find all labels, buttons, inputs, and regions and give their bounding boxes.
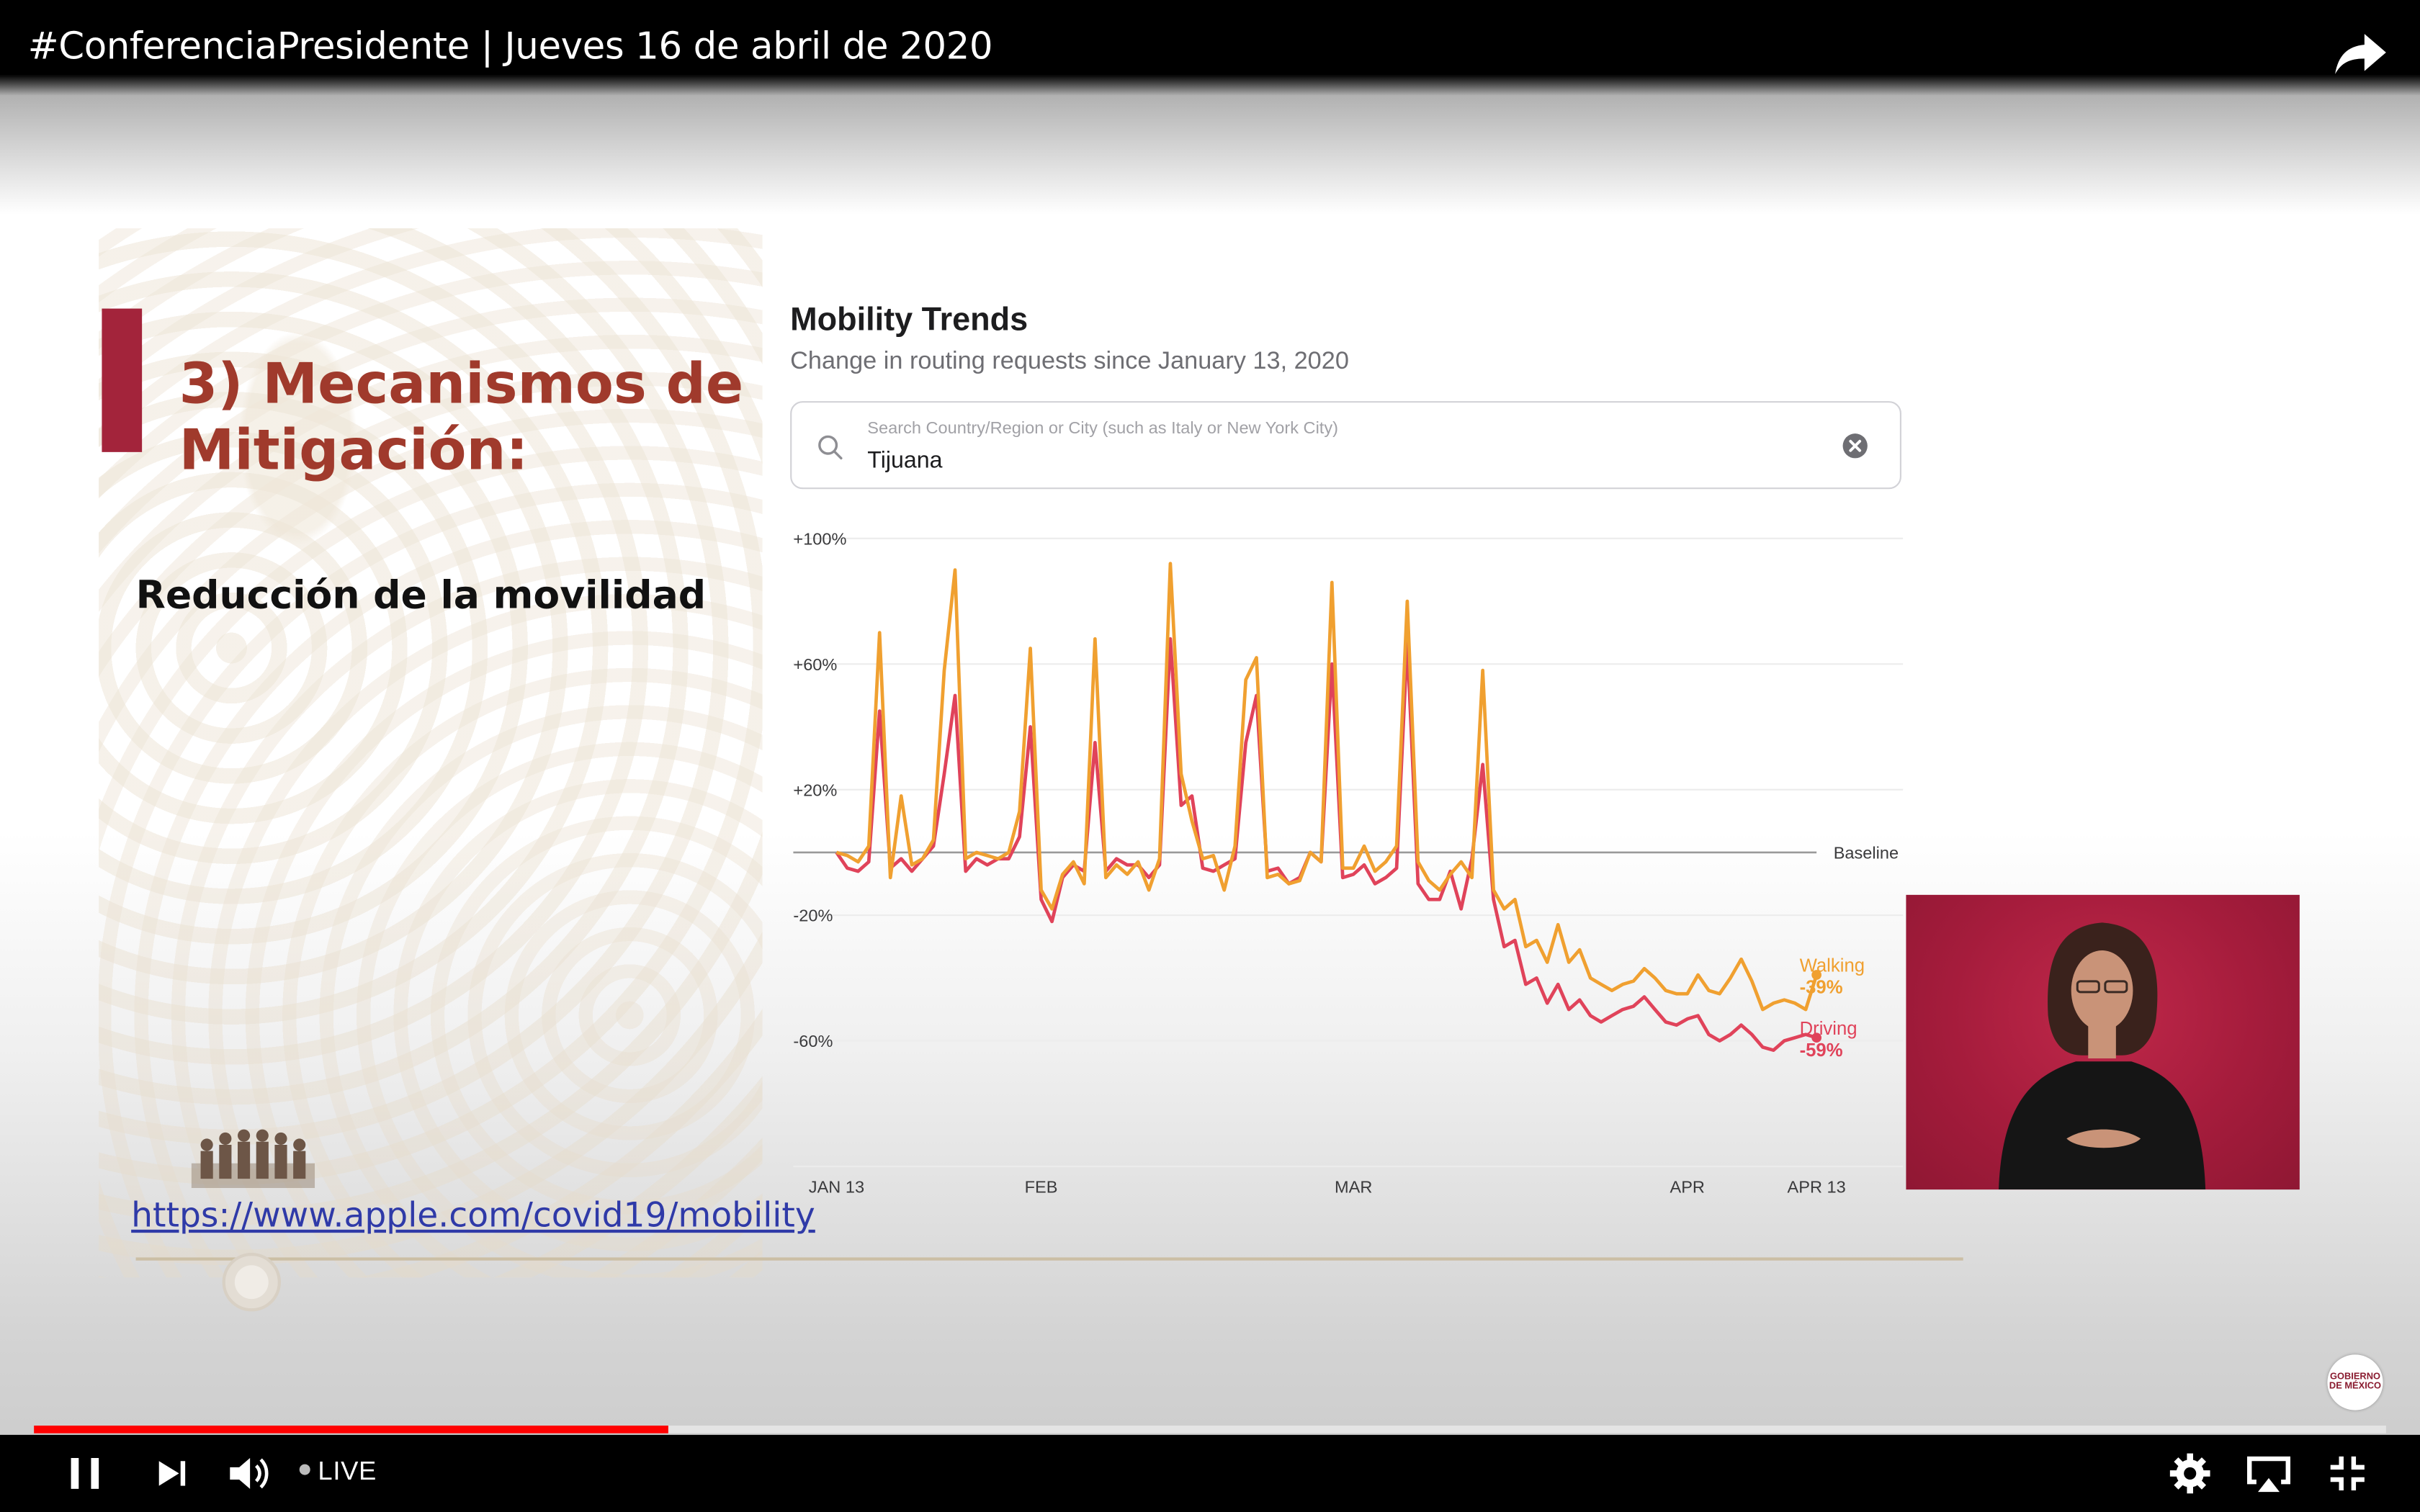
y-tick-label: +100% bbox=[793, 529, 846, 548]
y-tick-label: +60% bbox=[793, 655, 837, 674]
sign-language-interpreter-video bbox=[1906, 894, 2300, 1190]
exit-fullscreen-icon[interactable] bbox=[2324, 1450, 2370, 1496]
volume-icon[interactable] bbox=[224, 1450, 270, 1496]
top-gradient-overlay bbox=[0, 76, 2420, 215]
airplay-icon[interactable] bbox=[2243, 1450, 2295, 1496]
progress-bar-played bbox=[34, 1425, 669, 1434]
player-controls: LIVE bbox=[0, 1434, 2420, 1512]
next-icon[interactable] bbox=[150, 1450, 196, 1496]
y-tick-label: -60% bbox=[793, 1032, 833, 1050]
slide-accent-bar bbox=[102, 308, 143, 452]
mobility-chart: +100% +60% +20% -20% -60% Baseline JAN 13 FEB MA… bbox=[793, 529, 1904, 1196]
x-tick-label: MAR bbox=[1335, 1177, 1372, 1196]
walking-value-label: -39% bbox=[1800, 978, 1843, 998]
pause-icon[interactable] bbox=[62, 1450, 108, 1496]
interpreter-figure-icon bbox=[1999, 922, 2206, 1190]
search-input[interactable]: Tijuana bbox=[867, 447, 943, 474]
live-dot bbox=[299, 1464, 310, 1475]
logo-text: GOBIERNO DE MÉXICO bbox=[2329, 1373, 2382, 1392]
walking-end-point bbox=[1811, 970, 1821, 980]
slide-divider bbox=[135, 1257, 1963, 1261]
settings-icon[interactable] bbox=[2167, 1450, 2213, 1496]
source-link[interactable]: https://www.apple.com/covid19/mobility bbox=[131, 1197, 815, 1236]
walking-series-line bbox=[835, 562, 1819, 1012]
driving-value-label: -59% bbox=[1800, 1040, 1843, 1061]
live-indicator[interactable]: LIVE bbox=[299, 1456, 377, 1488]
clear-icon[interactable] bbox=[1841, 432, 1869, 460]
y-tick-label: -20% bbox=[793, 906, 833, 925]
live-label: LIVE bbox=[318, 1456, 377, 1486]
search-placeholder: Search Country/Region or City (such as I… bbox=[867, 419, 1338, 438]
chart-subtitle: Change in routing requests since January… bbox=[790, 348, 1349, 375]
x-tick-label: JAN 13 bbox=[809, 1177, 864, 1196]
baseline-label: Baseline bbox=[1834, 844, 1899, 863]
search-icon bbox=[818, 435, 843, 460]
slide-background-pattern bbox=[99, 228, 763, 1278]
x-tick-label: FEB bbox=[1025, 1177, 1058, 1196]
driving-end-point bbox=[1811, 1032, 1821, 1043]
video-title-bar: #ConferenciaPresidente | Jueves 16 de ab… bbox=[0, 0, 2420, 96]
progress-bar[interactable] bbox=[34, 1425, 2386, 1434]
x-tick-label: APR bbox=[1670, 1177, 1704, 1196]
chart-title: Mobility Trends bbox=[790, 302, 1028, 338]
x-tick-label: APR 13 bbox=[1788, 1177, 1846, 1196]
share-icon[interactable] bbox=[2331, 24, 2393, 80]
heroes-emblem-icon bbox=[191, 1129, 315, 1188]
coat-of-arms-icon bbox=[222, 1253, 281, 1312]
walking-legend-label: Walking bbox=[1800, 956, 1865, 976]
location-search-box[interactable]: Search Country/Region or City (such as I… bbox=[790, 401, 1901, 490]
driving-legend-label: Driving bbox=[1800, 1019, 1857, 1039]
gobierno-de-mexico-logo: GOBIERNO DE MÉXICO bbox=[2327, 1354, 2383, 1410]
slide-title: 3) Mecanismos de Mitigación: bbox=[179, 353, 744, 483]
y-tick-label: +20% bbox=[793, 780, 837, 799]
video-title[interactable]: #ConferenciaPresidente | Jueves 16 de ab… bbox=[27, 24, 993, 68]
slide-subtitle: Reducción de la movilidad bbox=[135, 572, 707, 618]
